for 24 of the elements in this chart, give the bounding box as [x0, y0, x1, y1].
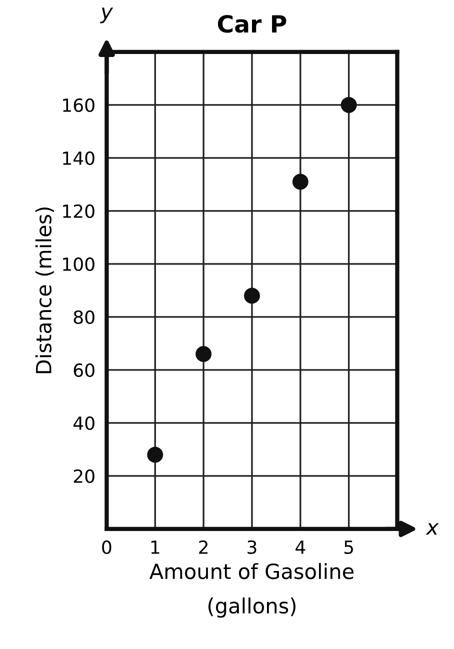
y-tick-label: 60: [74, 363, 94, 378]
y-tick-label: 120: [63, 204, 94, 218]
x-tick-label: 0: [102, 540, 112, 554]
point: [340, 96, 357, 113]
point: [196, 346, 212, 362]
x-axis-title: Amount of Gasoline (gallons): [149, 563, 354, 618]
x-tick-label: 3: [248, 540, 256, 554]
y-tick-label: 20: [74, 469, 94, 484]
y-tick-label: 100: [63, 257, 94, 272]
point: [244, 288, 260, 304]
y-axis-title: Distance (miles): [35, 207, 54, 374]
y-tick-label: 140: [63, 151, 94, 166]
point: [292, 174, 308, 190]
x-tick-label: 1: [151, 540, 160, 554]
point: [147, 446, 164, 463]
text: x: [426, 523, 439, 535]
x-tick-label: 4: [296, 540, 306, 554]
x-tick-label: 5: [344, 540, 353, 554]
chart-title: Car P: [218, 14, 286, 33]
y-tick-label: 80: [74, 310, 94, 324]
y-tick-label: 160: [63, 98, 94, 112]
y-tick-label: 40: [73, 416, 94, 430]
x-tick-label: 2: [199, 540, 208, 554]
text: y: [100, 8, 114, 24]
